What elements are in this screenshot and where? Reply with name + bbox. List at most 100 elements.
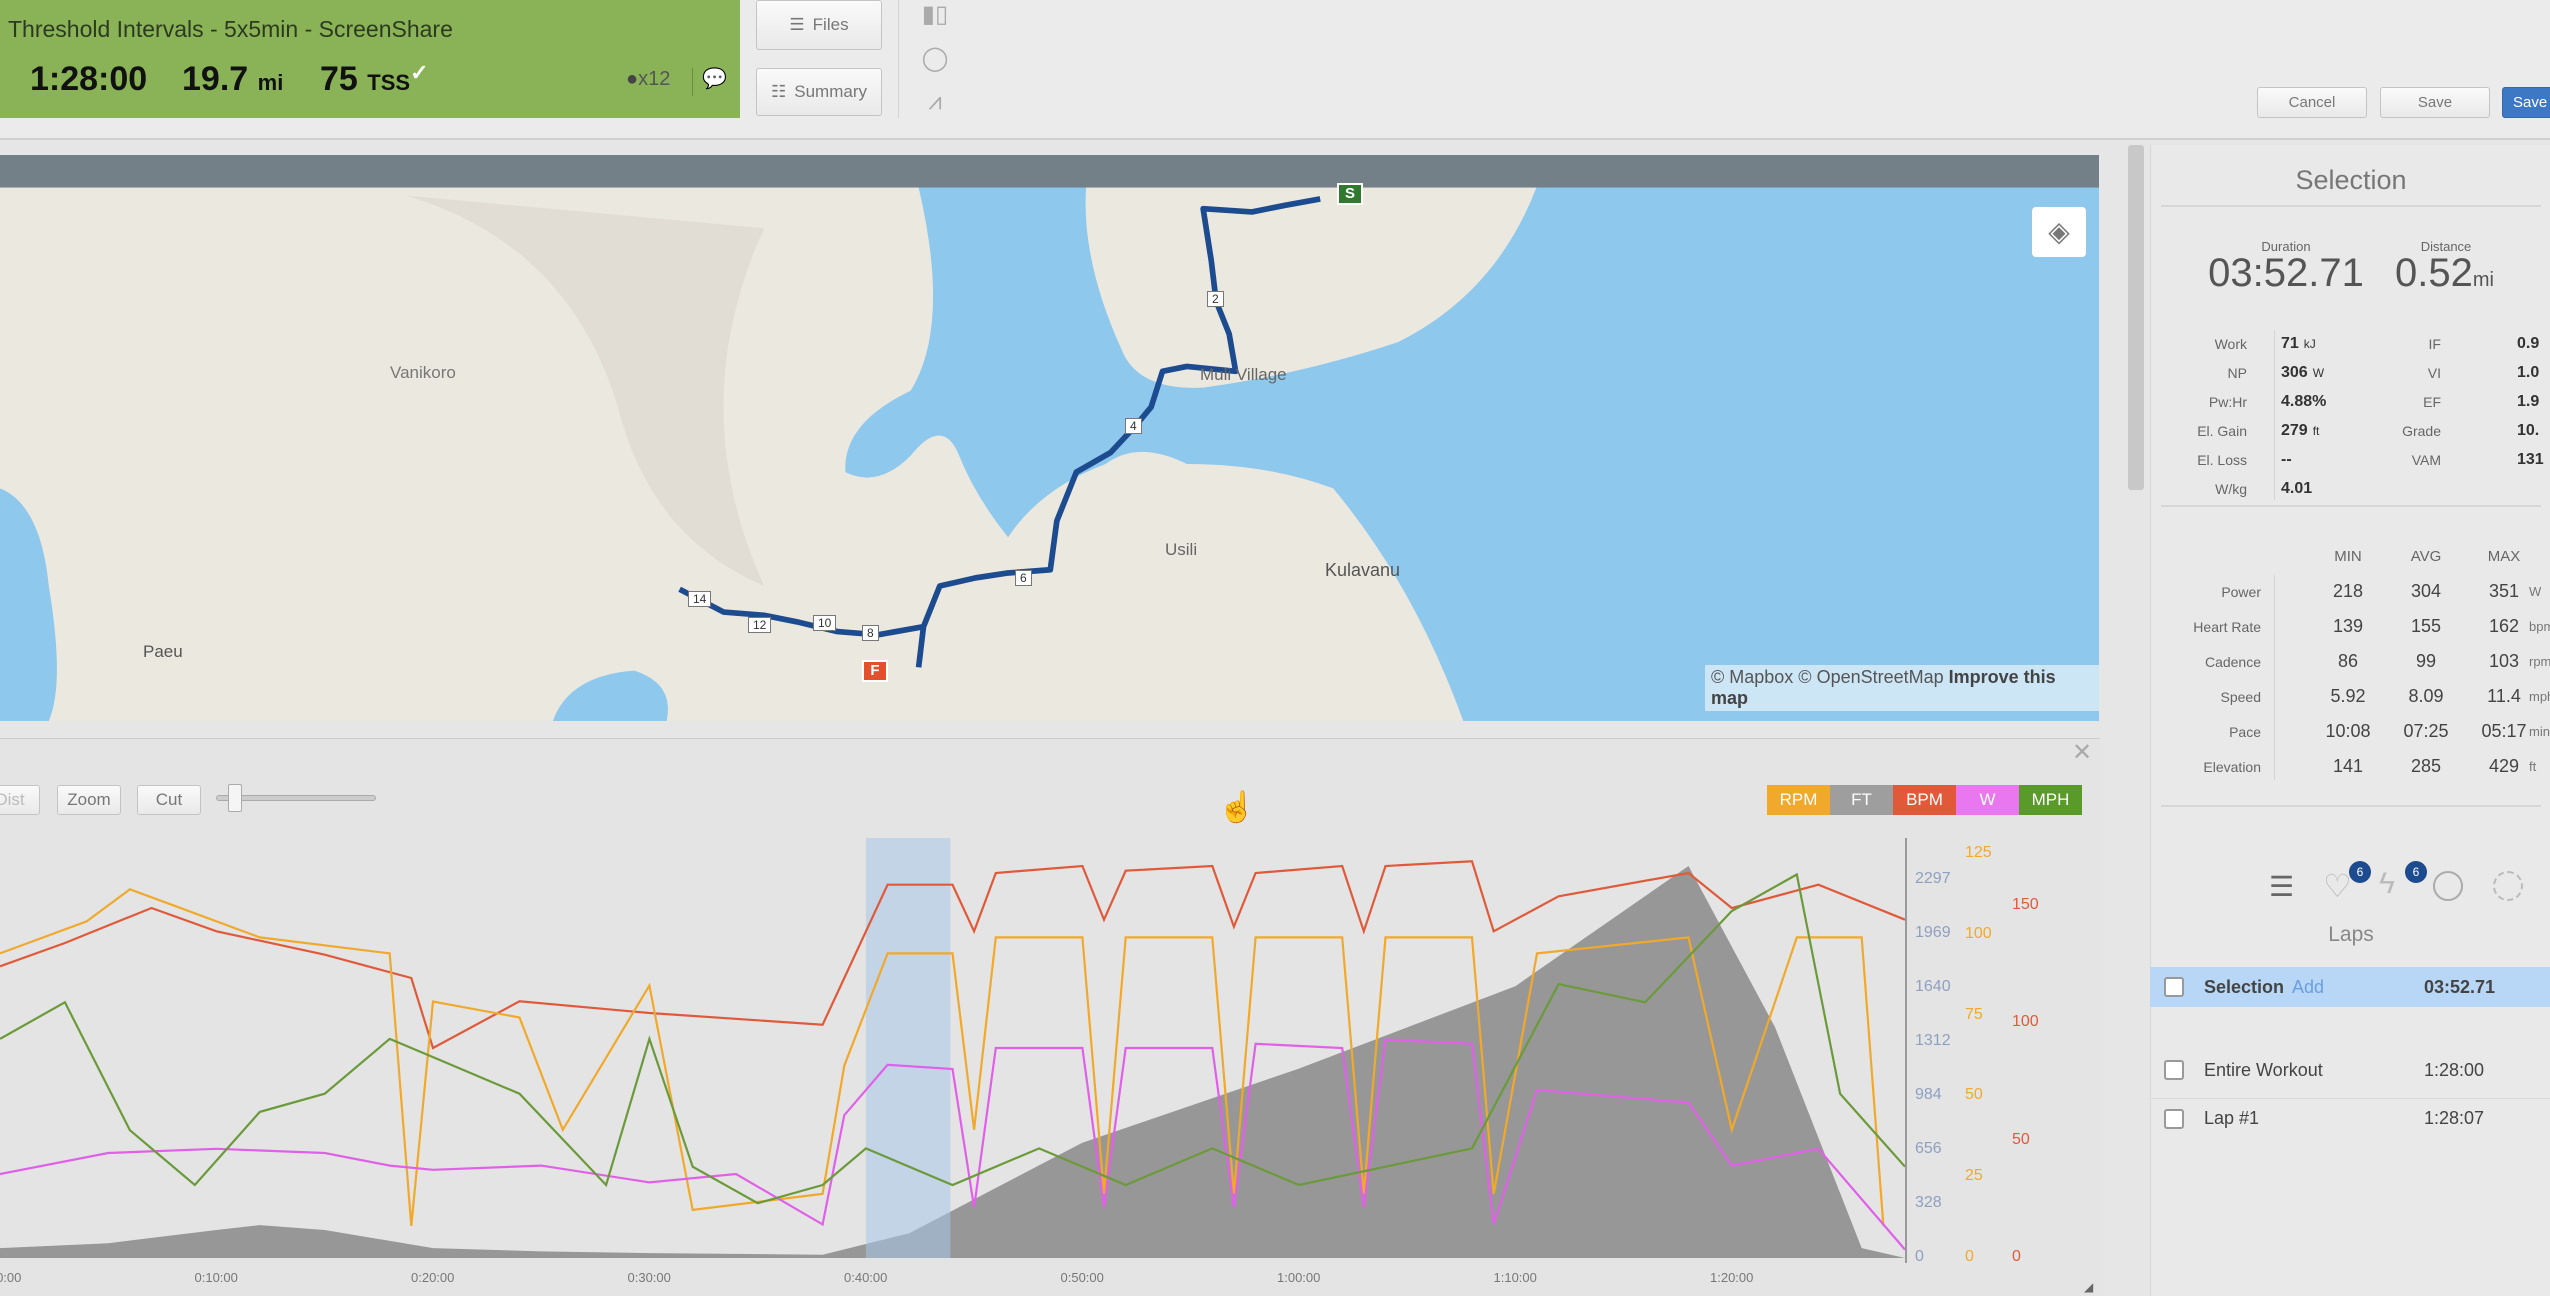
heart-zones-icon[interactable]: ♡	[2323, 868, 2352, 904]
metric-avg: 304	[2410, 581, 2442, 601]
distance-label: Distance	[2420, 239, 2472, 254]
divider	[898, 0, 899, 118]
metric-max: 429	[2488, 756, 2520, 776]
peaks-icon[interactable]	[2493, 871, 2523, 901]
stat-number: 4.01	[2281, 480, 2313, 497]
duration-value: 03:52.71	[2208, 251, 2364, 295]
zoom-button[interactable]: Zoom	[57, 785, 121, 815]
workout-distance: 19.7 mi	[182, 60, 283, 99]
legend-toggle-bpm[interactable]: BPM	[1893, 785, 1956, 815]
workout-duration: 1:28:00	[30, 60, 148, 98]
cancel-button[interactable]: Cancel	[2257, 87, 2367, 118]
series-line-mph	[0, 872, 1906, 1205]
stat-value: 131	[2517, 451, 2544, 468]
comments-icon[interactable]: 💬	[702, 68, 727, 90]
column-header: MAX	[2487, 548, 2521, 565]
workout-title: Threshold Intervals - 5x5min - ScreenSha…	[8, 16, 453, 42]
metric-unit: bpm	[2529, 619, 2550, 634]
hr-badge: 6	[2349, 861, 2371, 883]
metric-label: Pace	[2229, 724, 2261, 740]
metric-min: 218	[2332, 581, 2364, 601]
legend-toggle-w[interactable]: W	[1956, 785, 2019, 815]
metric-unit: min/	[2529, 724, 2550, 739]
save-and-close-button[interactable]: Save	[2502, 87, 2550, 118]
cut-button[interactable]: Cut	[137, 785, 201, 815]
tss-unit: TSS	[367, 70, 411, 95]
layers-icon[interactable]: ◈	[2032, 207, 2086, 257]
metric-max: 351	[2488, 581, 2520, 601]
lap-marker[interactable]: 4	[1125, 418, 1142, 434]
power-zones-icon[interactable]: ϟ	[2379, 867, 2395, 900]
stat-value: 1.0	[2517, 364, 2540, 381]
dist-button[interactable]: Dist	[0, 785, 40, 815]
rpm-axis-label: 100	[1965, 924, 1992, 942]
clock-icon[interactable]	[2433, 871, 2463, 901]
ft-axis-label: 2297	[1915, 870, 1951, 887]
lap-marker[interactable]: 10	[813, 615, 837, 631]
bpm-axis-label: 100	[2012, 1013, 2039, 1031]
lap-checkbox[interactable]	[2164, 1060, 2184, 1080]
lap-marker[interactable]: 8	[862, 625, 879, 641]
lap-marker[interactable]: 12	[748, 617, 772, 633]
water	[0, 488, 57, 721]
lap-row-lap-1[interactable]: Lap #1 1:28:07	[2150, 1098, 2550, 1138]
lap-marker[interactable]: 6	[1015, 570, 1032, 586]
finish-marker[interactable]: F	[862, 660, 888, 682]
distance-unit: mi	[2472, 269, 2494, 291]
lap-row-entire-workout[interactable]: Entire Workout 1:28:00	[2150, 1050, 2550, 1090]
metric-unit: W	[2529, 584, 2542, 599]
start-marker[interactable]: S	[1337, 183, 1363, 205]
slider-handle[interactable]	[228, 784, 242, 812]
equipment-count[interactable]: ●x12	[626, 68, 670, 91]
place-label: Kulavanu	[1325, 560, 1401, 580]
lap-row-selection[interactable]: Selection Add 03:52.71	[2150, 967, 2550, 1007]
speech-bubble-icon[interactable]: ◯	[921, 45, 949, 72]
metric-unit: mph	[2529, 689, 2550, 704]
chart-plot[interactable]	[0, 838, 1910, 1263]
lap-marker[interactable]: 2	[1207, 291, 1224, 307]
bar-chart-icon[interactable]: ▮▯	[921, 1, 949, 28]
legend-toggle-rpm[interactable]: RPM	[1767, 785, 1830, 815]
distance-unit: mi	[257, 70, 284, 95]
stat-label: El. Gain	[2197, 423, 2247, 439]
lap-time: 1:28:07	[2424, 1108, 2485, 1128]
route-map[interactable]: S F 2 4 6 8 10 12 14 Vanikoro Paeu Muli …	[0, 155, 2099, 721]
notes-icon[interactable]: ☰	[2269, 871, 2295, 902]
bpm-axis-label: 0	[2012, 1248, 2021, 1265]
stat-value: --	[2281, 451, 2297, 469]
files-button[interactable]: ☰ Files	[756, 0, 882, 50]
lap-marker[interactable]: 14	[688, 591, 712, 607]
save-button[interactable]: Save	[2380, 87, 2490, 118]
resize-handle-icon[interactable]: ◢	[2084, 1280, 2094, 1294]
smoothing-slider[interactable]	[216, 795, 376, 801]
improve-map-link[interactable]: Improve this map	[1711, 667, 2056, 708]
legend-toggle-ft[interactable]: FT	[1830, 785, 1893, 815]
series-line-w	[0, 1038, 1906, 1251]
stat-label: VI	[2427, 365, 2441, 381]
stat-value: 10.	[2517, 422, 2540, 439]
metric-unit: ft	[2529, 759, 2537, 774]
close-icon[interactable]: ✕	[2072, 739, 2093, 766]
metric-min: 86	[2337, 651, 2359, 671]
selection-panel: Selection Duration 03:52.71 Distance 0.5…	[2150, 145, 2550, 1296]
distance-value: 0.52mi	[2381, 251, 2550, 296]
laps-title: Laps	[2328, 923, 2374, 946]
metric-label: Power	[2221, 584, 2261, 600]
lap-checkbox[interactable]	[2164, 1108, 2184, 1129]
area-chart-icon[interactable]: ⩘	[928, 88, 942, 115]
lap-name: Entire Workout	[2204, 1059, 2323, 1080]
scrollbar[interactable]	[2128, 145, 2144, 490]
selection-range[interactable]	[865, 838, 951, 1258]
lap-checkbox[interactable]	[2164, 977, 2184, 997]
stat-label: Grade	[2402, 423, 2441, 439]
map-canvas[interactable]	[0, 155, 2099, 721]
x-tick-label: 0:30:00	[627, 1270, 671, 1285]
legend-toggle-mph[interactable]: MPH	[2019, 785, 2082, 815]
add-lap-link[interactable]: Add	[2292, 976, 2325, 997]
summary-button[interactable]: ☷ Summary	[756, 68, 882, 116]
map-top-strip	[0, 155, 2099, 188]
metric-max: 05:17	[2481, 721, 2527, 741]
stat-unit: kJ	[2303, 337, 2316, 351]
metric-min: 5.92	[2330, 686, 2366, 706]
attribution-text: © Mapbox © OpenStreetMap	[1711, 667, 1944, 687]
